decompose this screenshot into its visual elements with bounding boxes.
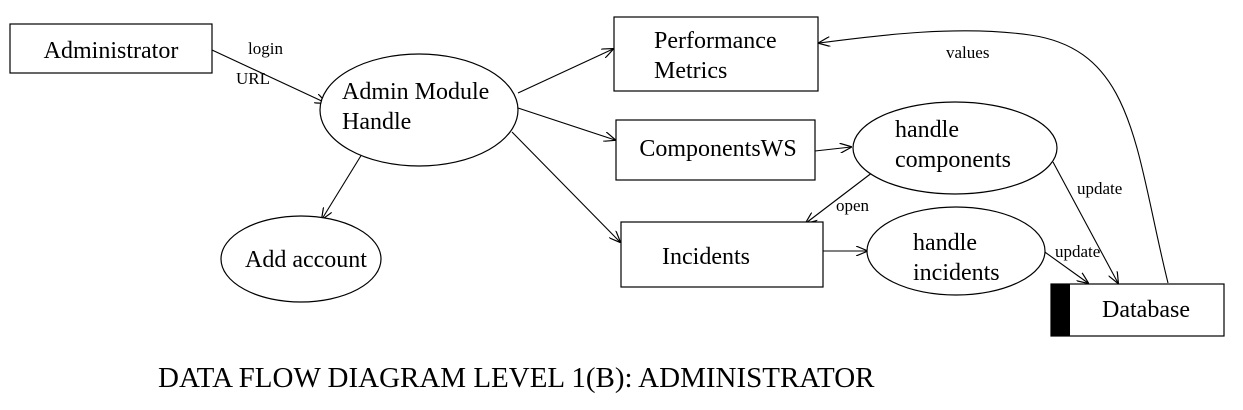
performance-metrics-label-2: Metrics xyxy=(654,58,727,84)
flow-module-to-add-account xyxy=(322,153,363,219)
handle-components-label-1: handle xyxy=(895,117,959,143)
flow-label-update-components: update xyxy=(1077,179,1122,198)
flow-admin-to-module xyxy=(211,49,326,103)
components-ws-box xyxy=(615,119,816,181)
handle-incidents-process xyxy=(866,206,1046,296)
diagram-caption: DATA FLOW DIAGRAM LEVEL 1(B): ADMINISTRA… xyxy=(158,362,875,394)
incidents-label: Incidents xyxy=(662,244,750,270)
database-store xyxy=(1050,283,1225,337)
flow-module-to-metrics xyxy=(517,49,613,94)
flow-module-to-incidents xyxy=(511,131,620,242)
flow-label-url: URL xyxy=(236,69,270,88)
handle-incidents-label-1: handle xyxy=(913,230,977,256)
flow-label-values: values xyxy=(946,43,989,62)
flow-module-to-components-ws xyxy=(517,107,615,140)
administrator-entity xyxy=(9,23,213,74)
components-ws-label: ComponentsWS xyxy=(639,136,796,162)
incidents-box xyxy=(620,221,824,288)
add-account-process xyxy=(220,215,382,303)
flow-database-to-metrics xyxy=(819,30,1169,284)
database-label: Database xyxy=(1102,297,1190,323)
administrator-label: Administrator xyxy=(44,38,179,64)
flow-label-login: login xyxy=(248,39,283,58)
flow-handle-incidents-to-database xyxy=(1041,249,1088,283)
flow-handle-components-to-incidents xyxy=(806,171,874,223)
handle-components-process xyxy=(852,101,1058,195)
flow-components-ws-to-handle xyxy=(814,147,851,151)
performance-metrics-box xyxy=(613,16,819,92)
add-account-label: Add account xyxy=(245,247,367,273)
flow-handle-components-to-database xyxy=(1052,161,1118,283)
performance-metrics-label-1: Performance xyxy=(654,28,777,54)
admin-module-process xyxy=(319,53,519,167)
admin-module-label-2: Handle xyxy=(342,109,411,135)
handle-incidents-label-2: incidents xyxy=(913,260,1000,286)
admin-module-label-1: Admin Module xyxy=(342,79,489,105)
flow-label-update-incidents: update xyxy=(1055,242,1100,261)
flow-label-open: open xyxy=(836,196,870,215)
handle-components-label-2: components xyxy=(895,147,1011,173)
database-store-bar xyxy=(1051,284,1070,336)
